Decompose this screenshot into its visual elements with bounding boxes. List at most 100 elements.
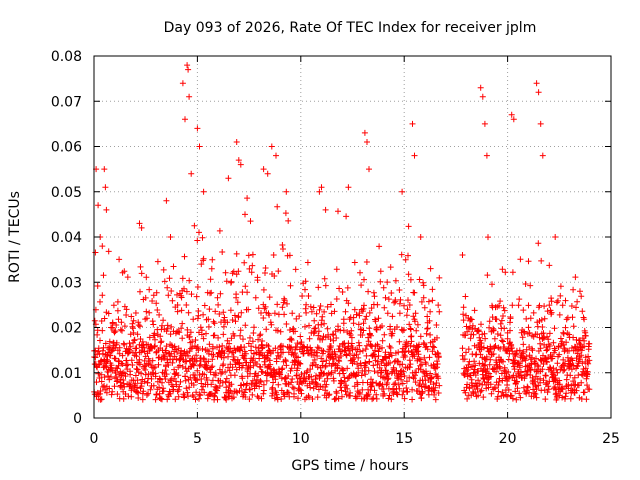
roti-point (108, 362, 115, 369)
roti-point (364, 139, 370, 145)
roti-point (272, 345, 279, 352)
roti-point (314, 344, 321, 351)
roti-point (121, 341, 128, 348)
roti-point (374, 301, 381, 308)
roti-point (167, 390, 174, 397)
roti-point (307, 366, 314, 373)
roti-point (112, 369, 119, 376)
roti-point (546, 364, 553, 371)
roti-point (284, 389, 291, 396)
roti-point (366, 309, 373, 316)
roti-point (183, 288, 190, 295)
roti-point (200, 355, 207, 362)
roti-point (368, 332, 374, 339)
roti-point (126, 347, 133, 354)
roti-point (228, 381, 235, 388)
roti-point (343, 352, 350, 359)
roti-point (527, 315, 534, 322)
roti-point (573, 387, 580, 394)
roti-point (263, 377, 270, 384)
roti-point (326, 391, 333, 398)
roti-point (203, 362, 210, 369)
roti-point (347, 332, 354, 338)
roti-point (154, 258, 161, 265)
roti-point (520, 348, 527, 355)
roti-point (365, 391, 372, 398)
roti-point (135, 322, 142, 329)
roti-point (465, 346, 472, 353)
roti-point (546, 262, 553, 269)
roti-point (244, 195, 251, 202)
roti-point (162, 367, 169, 374)
roti-point (406, 374, 413, 381)
roti-point (179, 335, 186, 342)
roti-point (371, 293, 378, 300)
roti-point (146, 334, 153, 341)
roti-point (114, 365, 121, 372)
roti-point (166, 275, 173, 282)
roti-point (477, 337, 484, 344)
roti-point (568, 382, 575, 389)
roti-point (516, 390, 523, 397)
roti-point (427, 331, 434, 338)
roti-point (461, 372, 468, 379)
roti-point (145, 390, 152, 397)
roti-point (328, 343, 334, 349)
roti-point (199, 234, 206, 241)
roti-point (541, 303, 548, 310)
roti-point (381, 331, 388, 338)
roti-point (218, 370, 224, 377)
roti-point (196, 391, 203, 398)
roti-point (493, 368, 500, 375)
roti-point (225, 175, 232, 182)
roti-point (100, 272, 107, 279)
roti-point (279, 304, 286, 311)
roti-point (260, 166, 267, 173)
roti-point (392, 297, 399, 303)
roti-point (168, 288, 175, 294)
roti-point (160, 266, 167, 273)
roti-point (402, 256, 409, 263)
roti-point (242, 211, 248, 218)
roti-point (113, 322, 120, 328)
roti-point (123, 306, 130, 313)
roti-point (316, 188, 323, 195)
roti-point (357, 269, 363, 276)
roti-point (490, 351, 497, 357)
roti-point (497, 320, 504, 327)
roti-point (138, 370, 145, 377)
roti-point (414, 321, 421, 328)
roti-point (132, 372, 139, 379)
roti-point (115, 316, 122, 323)
roti-point (230, 353, 237, 360)
roti-point (429, 286, 436, 293)
roti-point (472, 372, 479, 379)
x-axis-label: GPS time / hours (291, 458, 408, 474)
roti-point (121, 268, 128, 275)
roti-point (143, 274, 150, 281)
roti-point (579, 360, 586, 367)
roti-point (345, 300, 352, 307)
roti-point (289, 376, 296, 382)
roti-point (187, 329, 194, 336)
roti-point (201, 389, 208, 396)
roti-point (356, 310, 363, 317)
roti-point (411, 353, 418, 360)
roti-point (127, 331, 134, 338)
roti-point (251, 324, 257, 331)
roti-point (255, 394, 262, 401)
roti-point (430, 381, 437, 388)
roti-point (399, 327, 406, 334)
roti-point (483, 356, 490, 363)
roti-point (468, 316, 475, 323)
roti-point (274, 301, 281, 308)
roti-point (355, 354, 362, 361)
roti-point (152, 364, 158, 370)
roti-point (91, 317, 98, 324)
roti-point (294, 340, 301, 347)
roti-point (221, 350, 228, 357)
roti-point (249, 391, 256, 398)
roti-point (501, 364, 508, 371)
roti-point (468, 376, 475, 383)
roti-point (249, 251, 256, 258)
